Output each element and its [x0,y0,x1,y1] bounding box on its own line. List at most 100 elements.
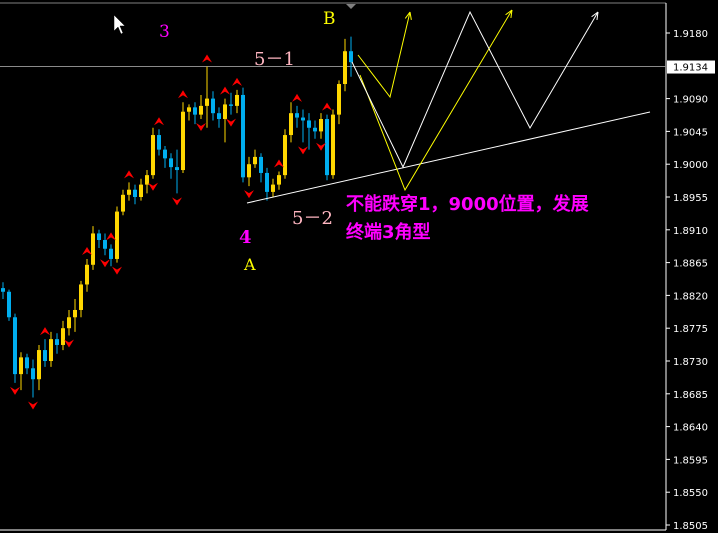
fractal-down-arrow-icon [100,259,110,268]
candle-bull [199,105,203,115]
fractal-up-arrow-icon [82,246,92,255]
candle-bull [73,309,77,318]
candle-bull [289,113,293,136]
y-tick-label: 1.8640 [673,423,708,434]
candle-bull [187,107,191,112]
y-tick-label: 1.8505 [673,521,708,532]
candle-bull [235,94,239,106]
candle-bear [55,339,59,345]
candle-bull [115,211,119,259]
fractal-down-arrow-icon [298,146,308,155]
candle-bull [247,164,251,178]
mouse-cursor-icon [113,14,126,35]
candle-bear [13,317,17,375]
candle-bear [265,172,269,192]
candle-bear [157,135,161,150]
candle-bear [7,291,11,318]
y-tick-label: 1.9045 [673,127,708,138]
note-line-2: 终端3角型 [346,222,431,243]
projection-yellow-1 [357,11,411,99]
candle-bear [31,368,35,380]
candle-bull [139,184,143,197]
y-tick-label: 1.8820 [673,291,708,302]
candle-bull [61,328,65,345]
fractal-down-arrow-icon [112,266,122,275]
candle-bear [301,117,305,121]
fractal-down-arrow-icon [10,386,20,395]
y-tick-label: 1.8595 [673,455,708,466]
candle-bull [283,135,287,176]
y-tick-label: 1.9090 [673,95,708,106]
fractal-down-arrow-icon [28,401,38,410]
fractal-down-arrow-icon [172,197,182,206]
y-tick-label: 1.9000 [673,160,708,171]
fractal-up-arrow-icon [220,86,230,95]
candle-bull [121,194,125,212]
candle-bull [85,264,89,285]
candle-bear [103,240,107,249]
candle-bear [307,120,311,128]
candle-bull [343,51,347,85]
candle-bull [319,119,323,132]
candle-bear [295,113,299,118]
candle-bear [217,113,221,120]
label-wave-5-2: 5－2 [292,208,333,229]
fractal-up-arrow-icon [154,117,164,126]
fractal-up-arrow-icon [178,90,188,99]
fractal-up-arrow-icon [124,170,134,179]
candle-bear [259,156,263,173]
candle-bear [241,94,245,178]
fractal-up-arrow-icon [292,93,302,102]
triangle-support-trendline [246,111,651,204]
current-price-badge [667,60,715,74]
fractal-up-arrow-icon [232,77,242,86]
candle-bull [277,175,281,185]
candle-bull [253,156,257,165]
candle-bear [313,127,317,132]
projection-white [351,10,599,169]
note-line-1: 不能跌穿1，9000位置，发展 [346,194,589,215]
projection-white-arrowhead-icon [591,11,599,20]
fractal-up-arrow-icon [202,54,212,63]
candle-bear [25,357,29,369]
candle-bull [205,98,209,106]
candle-bear [133,189,137,197]
current-price-label: 1.9134 [673,63,708,74]
candle-bear [175,167,179,171]
fractal-up-arrow-icon [322,102,332,111]
candle-bear [163,149,167,159]
candle-bull [91,233,95,265]
fractal-down-arrow-icon [316,142,326,151]
fractal-down-arrow-icon [148,182,158,191]
projection-yellow-2 [359,9,513,192]
candle-bull [151,135,155,176]
candle-bull [223,104,227,120]
candle-bull [181,111,185,171]
candle-bull [337,84,341,115]
candle-bear [109,248,113,259]
y-tick-label: 1.8910 [673,226,708,237]
label-wave-3: 3 [159,22,170,42]
y-tick-label: 1.8865 [673,259,708,270]
label-wave-b: B [323,9,336,29]
label-wave-4: 4 [239,227,252,248]
candle-bear [211,98,215,114]
projection-yellow-2-arrowhead-icon [505,9,513,18]
y-tick-label: 1.9180 [673,29,708,40]
candle-bull [49,339,53,361]
y-tick-label: 1.8550 [673,488,708,499]
candle-bear [229,104,233,106]
chart-shift-triangle-icon [346,4,356,9]
candle-bear [97,233,101,241]
y-tick-label: 1.8685 [673,390,708,401]
candle-bull [37,350,41,380]
candle-bear [349,51,353,63]
candle-bull [79,284,83,310]
fractal-up-arrow-icon [40,327,50,336]
candle-bull [331,114,335,176]
y-tick-label: 1.8955 [673,193,708,204]
candle-bull [127,189,131,195]
candle-bear [169,158,173,168]
y-tick-label: 1.8775 [673,324,708,335]
fractal-up-arrow-icon [274,159,284,168]
